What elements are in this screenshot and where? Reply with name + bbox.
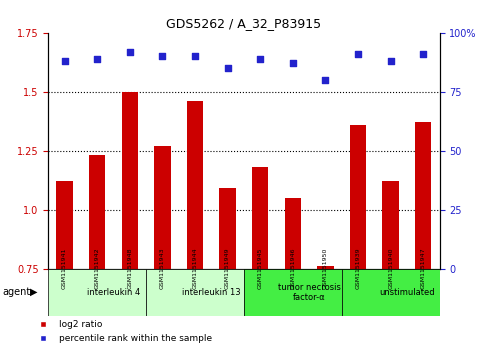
Bar [219,188,236,269]
Text: unstimulated: unstimulated [379,288,435,297]
Text: GSM1151940: GSM1151940 [388,248,393,289]
Bar [48,269,146,316]
Legend: log2 ratio, percentile rank within the sample: log2 ratio, percentile rank within the s… [33,320,212,343]
Bar [154,146,170,269]
Point [61,58,69,64]
Text: GSM1151945: GSM1151945 [258,248,263,289]
Title: GDS5262 / A_32_P83915: GDS5262 / A_32_P83915 [166,17,322,30]
Text: interleukin 13: interleukin 13 [182,288,241,297]
Bar [244,269,342,316]
Text: GSM1151948: GSM1151948 [128,248,132,289]
Point [256,56,264,61]
Text: agent: agent [2,287,30,297]
Text: tumor necrosis
factor-α: tumor necrosis factor-α [278,282,341,302]
Bar [187,101,203,269]
Point [126,49,134,54]
Bar [284,198,301,269]
Text: GSM1151950: GSM1151950 [323,248,328,289]
Bar [57,181,73,269]
Point [354,51,362,57]
Text: GSM1151941: GSM1151941 [62,248,67,289]
Point [191,53,199,59]
Text: GSM1151944: GSM1151944 [193,248,198,289]
Bar [146,269,244,316]
Point [322,77,329,83]
Bar [122,92,138,269]
Bar [89,155,105,269]
Point [93,56,101,61]
Point [419,51,427,57]
Text: GSM1151943: GSM1151943 [160,248,165,289]
Text: GSM1151942: GSM1151942 [95,248,99,289]
Point [289,60,297,66]
Bar [317,266,334,269]
Point [158,53,166,59]
Bar [415,122,431,269]
Bar [252,167,269,269]
Point [387,58,395,64]
Text: ▶: ▶ [30,287,38,297]
Text: GSM1151949: GSM1151949 [225,248,230,289]
Bar [342,269,440,316]
Point [224,65,231,71]
Bar [350,125,366,269]
Text: interleukin 4: interleukin 4 [87,288,140,297]
Bar [383,181,399,269]
Text: GSM1151939: GSM1151939 [355,248,360,289]
Text: GSM1151946: GSM1151946 [290,248,295,289]
Text: GSM1151947: GSM1151947 [421,248,426,289]
